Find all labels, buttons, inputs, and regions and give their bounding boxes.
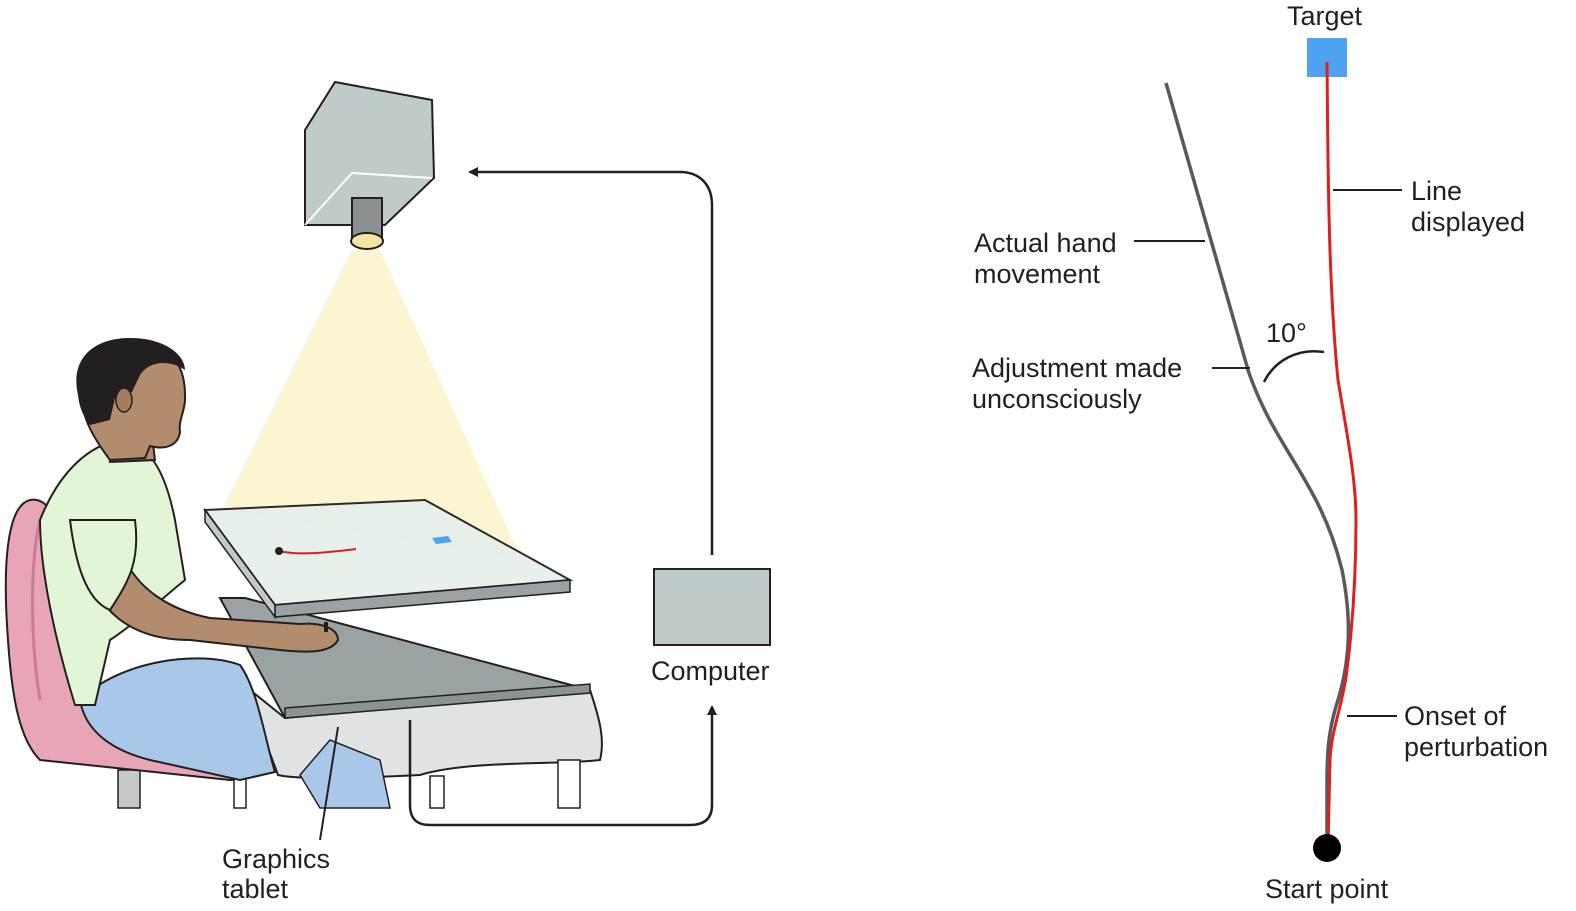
graphics-tablet-label-line1: Graphics bbox=[222, 844, 330, 874]
target-label: Target bbox=[1287, 1, 1363, 31]
computer-label: Computer bbox=[651, 656, 770, 686]
adjustment-label-line2: unconsciously bbox=[972, 384, 1142, 414]
onset-label-line2: perturbation bbox=[1404, 732, 1548, 762]
line-displayed-label: Line displayed bbox=[1411, 176, 1525, 237]
apparatus-panel: Computer Graphics tablet bbox=[4, 80, 771, 904]
line-displayed-label-line2: displayed bbox=[1411, 207, 1525, 237]
line-displayed-label-line1: Line bbox=[1411, 176, 1462, 206]
actual-hand-label: Actual hand movement bbox=[974, 228, 1124, 289]
onset-label: Onset of perturbation bbox=[1404, 701, 1548, 762]
mini-target bbox=[432, 536, 452, 544]
display-surface bbox=[203, 498, 574, 620]
projector bbox=[304, 80, 436, 250]
start-point-dot bbox=[1313, 834, 1341, 862]
graphics-tablet-label: Graphics tablet bbox=[222, 844, 338, 904]
angle-label: 10° bbox=[1266, 318, 1307, 348]
hand-movement-path bbox=[1164, 82, 1351, 848]
adjustment-label: Adjustment made unconsciously bbox=[972, 353, 1190, 414]
trajectory-panel: Target Start point 10° Line displayed Ac… bbox=[972, 1, 1548, 904]
start-point-label: Start point bbox=[1265, 874, 1389, 904]
adjustment-label-line1: Adjustment made bbox=[972, 353, 1182, 383]
onset-label-line1: Onset of bbox=[1404, 701, 1507, 731]
computer-to-projector-arrow bbox=[468, 167, 714, 555]
graphics-tablet-label-line2: tablet bbox=[222, 874, 289, 904]
computer-box bbox=[653, 568, 771, 646]
mini-start-dot bbox=[275, 547, 283, 555]
projection-light-beam bbox=[222, 250, 522, 560]
seated-person bbox=[38, 338, 391, 809]
angle-arc bbox=[1262, 350, 1325, 383]
mini-displayed-line bbox=[278, 548, 357, 555]
tablet-to-computer-arrow bbox=[408, 705, 717, 827]
displayed-line-path bbox=[1325, 61, 1358, 849]
graphics-tablet-leader bbox=[319, 726, 339, 841]
actual-hand-label-line1: Actual hand bbox=[974, 228, 1117, 258]
actual-hand-label-line2: movement bbox=[974, 259, 1101, 289]
